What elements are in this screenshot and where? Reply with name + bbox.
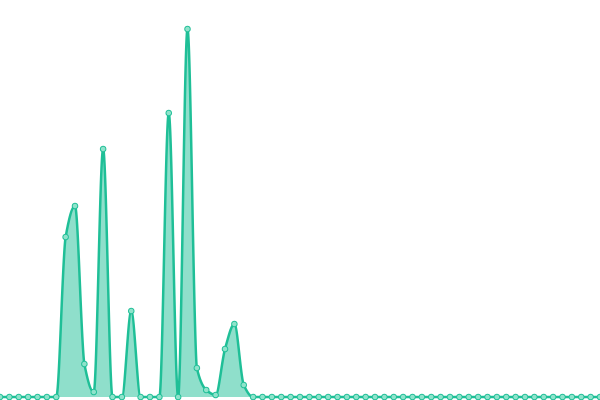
point bbox=[109, 393, 116, 400]
point bbox=[221, 345, 229, 353]
point bbox=[352, 393, 360, 400]
point bbox=[62, 233, 69, 241]
area-line bbox=[0, 27, 600, 399]
point bbox=[0, 393, 4, 400]
point bbox=[456, 393, 463, 400]
point bbox=[202, 386, 210, 394]
point bbox=[587, 393, 594, 400]
point bbox=[127, 307, 135, 315]
point bbox=[315, 393, 323, 400]
point bbox=[165, 109, 173, 117]
point bbox=[212, 391, 219, 399]
point bbox=[174, 393, 182, 400]
point bbox=[343, 393, 351, 400]
point bbox=[521, 393, 529, 400]
point bbox=[306, 393, 313, 400]
point bbox=[24, 393, 32, 400]
point bbox=[156, 393, 163, 400]
point bbox=[493, 393, 501, 400]
point bbox=[231, 320, 238, 328]
point bbox=[118, 393, 126, 400]
point bbox=[427, 393, 435, 400]
point bbox=[362, 393, 369, 400]
point bbox=[502, 393, 510, 400]
point bbox=[399, 393, 407, 400]
point bbox=[390, 393, 398, 400]
point bbox=[465, 393, 473, 400]
point bbox=[99, 145, 107, 153]
point bbox=[540, 393, 548, 400]
point bbox=[531, 393, 538, 400]
point bbox=[184, 25, 191, 33]
point bbox=[137, 393, 144, 400]
point bbox=[381, 393, 388, 400]
point bbox=[268, 393, 276, 400]
point bbox=[296, 393, 304, 400]
point bbox=[446, 393, 454, 400]
point bbox=[240, 381, 248, 389]
point bbox=[484, 393, 491, 400]
point bbox=[6, 393, 13, 400]
point bbox=[409, 393, 416, 400]
point bbox=[596, 393, 600, 400]
point bbox=[81, 360, 88, 368]
point bbox=[193, 364, 201, 372]
point bbox=[418, 393, 426, 400]
point bbox=[146, 393, 154, 400]
point bbox=[43, 393, 51, 400]
point bbox=[71, 202, 79, 210]
point bbox=[512, 393, 519, 400]
point bbox=[52, 393, 60, 400]
point bbox=[324, 393, 332, 400]
point bbox=[474, 393, 482, 400]
point bbox=[568, 393, 576, 400]
point bbox=[577, 393, 585, 400]
point bbox=[249, 393, 257, 400]
point bbox=[549, 393, 557, 400]
point bbox=[90, 388, 98, 396]
point bbox=[334, 393, 341, 400]
point bbox=[437, 393, 444, 400]
point bbox=[34, 393, 41, 400]
area-fill bbox=[0, 29, 600, 397]
point bbox=[287, 393, 294, 400]
point bbox=[15, 393, 23, 400]
point bbox=[277, 393, 285, 400]
point bbox=[371, 393, 379, 400]
point bbox=[559, 393, 566, 400]
point bbox=[259, 393, 266, 400]
